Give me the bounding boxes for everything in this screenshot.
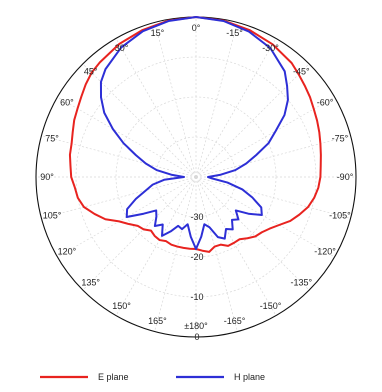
angle-tick-label: -165°	[224, 316, 246, 326]
legend: E plane H plane	[40, 372, 265, 382]
angle-tick-label: 150°	[112, 301, 131, 311]
legend-label: E plane	[98, 372, 129, 382]
angle-tick-label: 165°	[148, 316, 167, 326]
angle-tick-label: -60°	[317, 98, 334, 108]
angle-tick-label: ±180°	[184, 321, 208, 331]
axis-labels: 0° 15° 30° 45° 60° 75° 90° 105° 120° 135° 150° 165°…	[40, 23, 354, 342]
grid-ring	[115, 96, 277, 258]
grid-ring	[75, 56, 317, 298]
grid-spoke	[115, 38, 197, 178]
angle-tick-label: 15°	[151, 28, 165, 38]
angle-tick-label: -120°	[314, 247, 336, 257]
radial-tick-label: 0	[194, 332, 199, 342]
polar-grid	[35, 16, 357, 338]
angle-tick-label: 45°	[84, 67, 98, 77]
grid-spoke	[195, 38, 277, 178]
radial-tick-label: -10	[190, 292, 203, 302]
angle-tick-label: -90°	[337, 172, 354, 182]
angle-tick-label: 90°	[40, 172, 54, 182]
angle-tick-label: -105°	[329, 211, 351, 221]
grid-spoke	[195, 176, 310, 291]
angle-tick-label: -45°	[293, 67, 310, 77]
series-layer	[68, 16, 322, 253]
grid-spoke	[154, 22, 197, 178]
grid-spoke	[115, 176, 197, 316]
angle-tick-label: -30°	[262, 43, 279, 53]
angle-tick-label: 0°	[192, 23, 201, 33]
angle-tick-label: -150°	[260, 301, 282, 311]
angle-tick-label: 60°	[60, 98, 74, 108]
grid-spoke	[195, 96, 335, 178]
grid-spoke	[41, 135, 197, 178]
angle-tick-label: -15°	[226, 28, 243, 38]
radial-tick-label: -20	[190, 252, 203, 262]
angle-tick-label: 105°	[43, 211, 62, 221]
angle-tick-label: -135°	[291, 277, 313, 287]
angle-tick-label: 120°	[58, 247, 77, 257]
angle-tick-label: -75°	[332, 133, 349, 143]
angle-tick-label: 75°	[45, 133, 59, 143]
angle-tick-label: 30°	[115, 43, 129, 53]
radial-tick-label: -30	[190, 212, 203, 222]
legend-label: H plane	[234, 372, 265, 382]
angle-tick-label: 135°	[81, 277, 100, 287]
grid-spoke	[195, 176, 277, 316]
grid-spoke	[195, 63, 310, 178]
grid-ring	[155, 136, 237, 218]
grid-spoke	[154, 176, 197, 332]
series-line-h-plane	[99, 16, 289, 250]
